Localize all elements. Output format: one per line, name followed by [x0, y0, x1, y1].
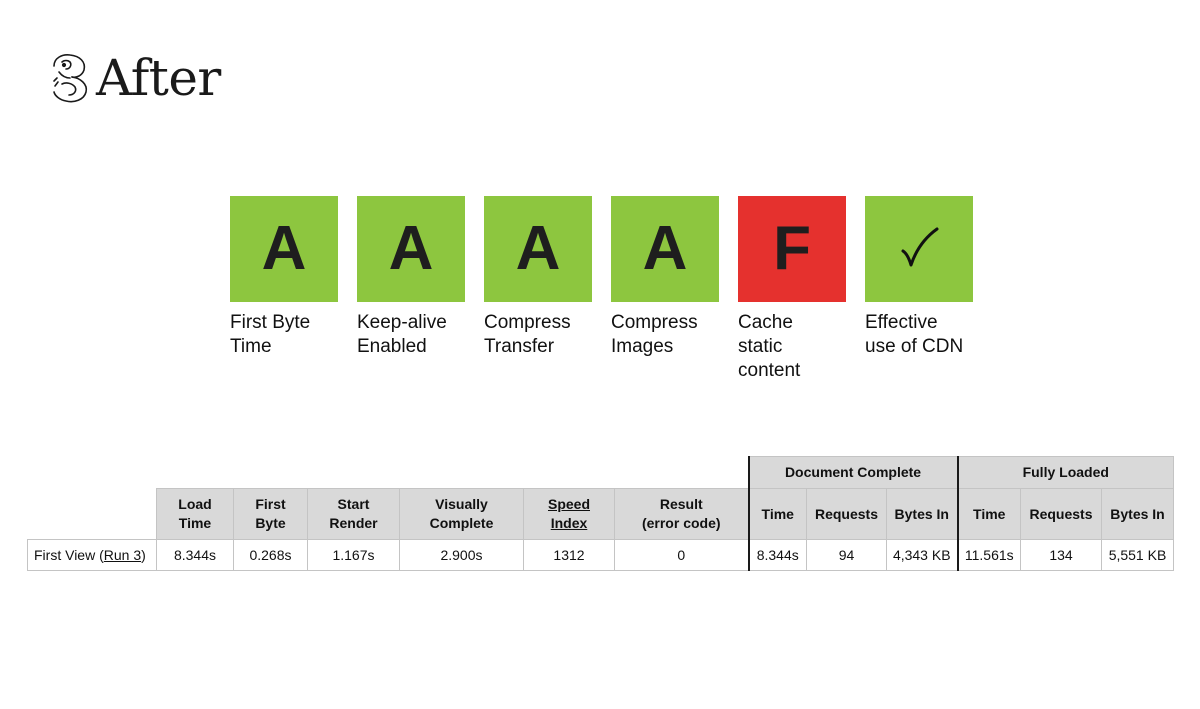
column-header-speed-index[interactable]: Speed Index	[523, 488, 615, 540]
column-header-fl-requests: Requests	[1020, 488, 1102, 540]
grade-letter: A	[388, 214, 434, 283]
page-header: After	[48, 48, 221, 108]
grade-label: First Byte Time	[230, 312, 311, 357]
optimization-grades: A First Byte Time A Keep-alive Enabled A…	[230, 196, 973, 383]
grade-badge: A	[484, 196, 592, 302]
column-header-dc-requests: Requests	[806, 488, 887, 540]
grade-letter: F	[773, 214, 811, 283]
table-blank-cell	[27, 456, 749, 489]
column-header-dc-bytes-in: Bytes In	[886, 488, 958, 540]
column-header-fl-bytes-in: Bytes In	[1101, 488, 1174, 540]
row-label-prefix: First View (	[34, 547, 104, 563]
column-header-dc-time: Time	[747, 488, 807, 540]
grade-first-byte-time[interactable]: A First Byte Time	[230, 196, 338, 383]
column-header-visually-complete: Visually Complete	[399, 488, 524, 540]
grade-compress-images[interactable]: A Compress Images	[611, 196, 719, 383]
checkmark-icon	[901, 227, 939, 267]
grade-label: Keep-alive Enabled	[357, 312, 447, 357]
row-label-suffix: )	[141, 547, 146, 563]
column-header-first-byte: First Byte	[233, 488, 308, 540]
cell-dc-requests: 94	[806, 539, 887, 571]
cell-speed-index: 1312	[523, 539, 615, 571]
run-link[interactable]: Run 3	[103, 547, 142, 563]
grade-letter: A	[515, 214, 561, 283]
cell-dc-time: 8.344s	[747, 539, 807, 571]
grade-badge: A	[611, 196, 719, 302]
group-header-document-complete: Document Complete	[747, 456, 958, 489]
column-header-load-time: Load Time	[156, 488, 234, 540]
grade-badge: A	[230, 196, 338, 302]
cell-load-time: 8.344s	[156, 539, 234, 571]
cell-fl-time: 11.561s	[956, 539, 1021, 571]
row-label-first-view: First View (Run 3)	[27, 539, 157, 571]
grade-letter: A	[261, 214, 307, 283]
cell-start-render: 1.167s	[307, 539, 400, 571]
grade-letter: A	[642, 214, 688, 283]
table-group-header-row: Document Complete Fully Loaded	[27, 456, 1174, 489]
column-header-result: Result (error code)	[614, 488, 749, 540]
grade-label: Compress Transfer	[484, 312, 571, 357]
cell-result: 0	[614, 539, 749, 571]
cell-dc-bytes-in: 4,343 KB	[886, 539, 958, 571]
cell-fl-requests: 134	[1020, 539, 1102, 571]
column-header-fl-time: Time	[956, 488, 1021, 540]
grade-label: Effective use of CDN	[865, 312, 964, 357]
column-header-start-render: Start Render	[307, 488, 400, 540]
results-table: Document Complete Fully Loaded Load Time…	[27, 456, 1174, 571]
cell-visually-complete: 2.900s	[399, 539, 524, 571]
grade-badge: A	[357, 196, 465, 302]
grade-badge	[865, 196, 973, 302]
grade-keep-alive-enabled[interactable]: A Keep-alive Enabled	[357, 196, 465, 383]
table-row: First View (Run 3) 8.344s 0.268s 1.167s …	[27, 539, 1174, 571]
logo-icon	[53, 54, 88, 103]
grade-compress-transfer[interactable]: A Compress Transfer	[484, 196, 592, 383]
group-header-fully-loaded: Fully Loaded	[956, 456, 1174, 489]
cell-fl-bytes-in: 5,551 KB	[1101, 539, 1174, 571]
table-header-row: Load Time First Byte Start Render Visual…	[27, 488, 1174, 540]
grade-badge: F	[738, 196, 846, 302]
grade-cache-static-content[interactable]: F Cache static content	[738, 196, 846, 383]
grade-label: Compress Images	[611, 312, 698, 357]
speed-index-link[interactable]: Speed Index	[547, 496, 590, 531]
cell-first-byte: 0.268s	[233, 539, 308, 571]
table-blank-cell	[27, 488, 157, 540]
page-title: After	[96, 49, 221, 107]
grade-effective-use-of-cdn[interactable]: Effective use of CDN	[865, 196, 973, 383]
grade-label: Cache static content	[738, 312, 801, 381]
